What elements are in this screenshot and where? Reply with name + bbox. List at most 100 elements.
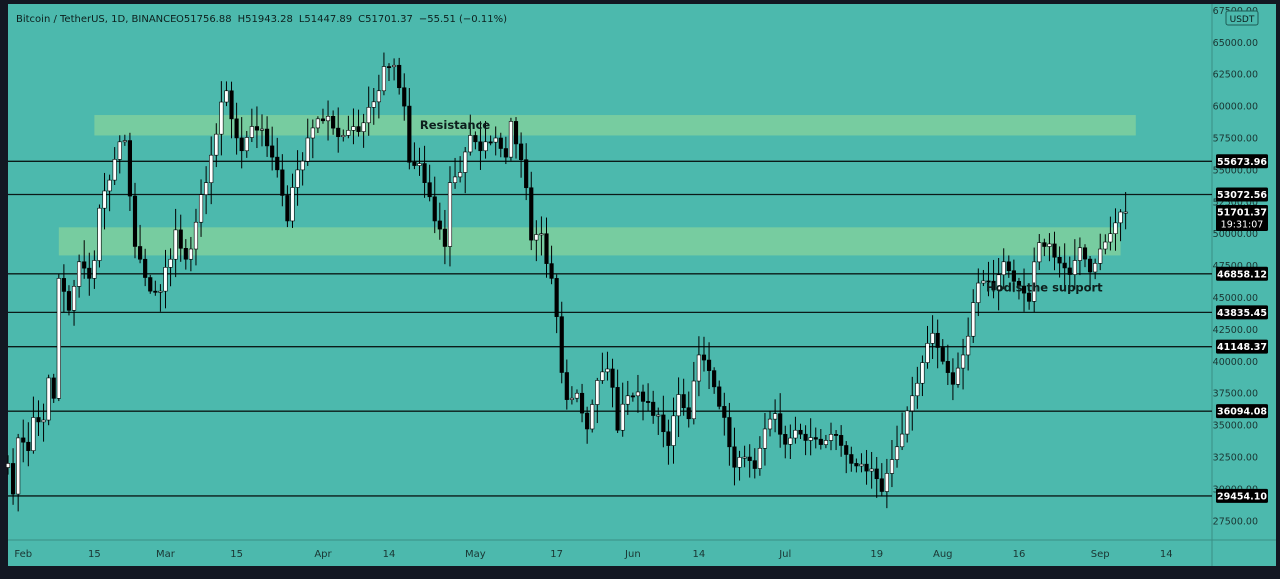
candle-up[interactable] xyxy=(900,412,905,451)
candle-down[interactable] xyxy=(874,456,879,498)
candle-down[interactable] xyxy=(229,81,234,139)
candle-up[interactable] xyxy=(910,376,915,431)
candle-down[interactable] xyxy=(51,373,56,403)
candle-down[interactable] xyxy=(747,444,752,478)
candle-down[interactable] xyxy=(727,402,732,466)
candle-up[interactable] xyxy=(458,156,463,183)
candle-down[interactable] xyxy=(265,116,270,157)
candle-down[interactable] xyxy=(640,384,646,421)
candle-up[interactable] xyxy=(341,129,346,142)
candle-up[interactable] xyxy=(468,114,473,156)
candle-up[interactable] xyxy=(884,458,889,509)
candle-up[interactable] xyxy=(417,147,422,176)
candle-up[interactable] xyxy=(351,108,356,145)
candle-up[interactable] xyxy=(574,389,580,403)
candle-down[interactable] xyxy=(127,132,133,211)
candle-up[interactable] xyxy=(346,115,351,139)
candle-up[interactable] xyxy=(971,289,976,343)
candle-down[interactable] xyxy=(646,383,651,411)
candle-down[interactable] xyxy=(488,135,493,146)
candle-up[interactable] xyxy=(493,126,498,156)
candle-up[interactable] xyxy=(508,117,514,161)
candle-up[interactable] xyxy=(325,100,331,141)
candle-down[interactable] xyxy=(1027,288,1032,310)
candle-up[interactable] xyxy=(1047,233,1052,262)
candle-down[interactable] xyxy=(666,419,671,465)
candle-down[interactable] xyxy=(275,137,280,178)
candle-up[interactable] xyxy=(859,453,864,473)
candle-up[interactable] xyxy=(869,451,874,489)
candle-down[interactable] xyxy=(132,182,138,259)
candle-down[interactable] xyxy=(864,449,869,485)
candle-down[interactable] xyxy=(143,248,148,287)
candle-up[interactable] xyxy=(773,399,778,433)
candle-down[interactable] xyxy=(331,110,336,135)
candle-up[interactable] xyxy=(315,116,320,134)
candle-down[interactable] xyxy=(854,458,859,473)
candle-up[interactable] xyxy=(762,412,768,466)
candle-up[interactable] xyxy=(1098,233,1103,271)
candle-up[interactable] xyxy=(1108,216,1113,251)
candle-down[interactable] xyxy=(778,393,783,448)
candle-down[interactable] xyxy=(320,108,326,124)
candle-down[interactable] xyxy=(270,126,275,171)
candle-up[interactable] xyxy=(823,434,828,449)
candle-up[interactable] xyxy=(77,254,82,298)
candle-up[interactable] xyxy=(1077,237,1082,276)
candle-down[interactable] xyxy=(427,164,432,202)
candle-up[interactable] xyxy=(122,134,127,146)
candle-up[interactable] xyxy=(107,174,112,212)
candle-up[interactable] xyxy=(290,173,295,228)
candle-down[interactable] xyxy=(11,448,16,505)
candle-up[interactable] xyxy=(46,374,51,426)
candle-down[interactable] xyxy=(498,132,503,158)
candle-up[interactable] xyxy=(366,86,371,136)
candle-down[interactable] xyxy=(615,369,620,434)
candle-down[interactable] xyxy=(1042,238,1047,257)
candle-up[interactable] xyxy=(788,424,793,460)
candle-down[interactable] xyxy=(87,252,92,296)
candle-up[interactable] xyxy=(696,336,701,397)
candle-down[interactable] xyxy=(61,264,66,313)
candle-down[interactable] xyxy=(554,274,559,334)
candle-down[interactable] xyxy=(153,280,158,296)
candle-up[interactable] xyxy=(361,113,366,148)
candle-up[interactable] xyxy=(600,352,605,384)
candle-up[interactable] xyxy=(102,172,107,230)
candle-up[interactable] xyxy=(117,135,122,174)
candle-down[interactable] xyxy=(879,463,884,497)
candle-down[interactable] xyxy=(986,261,991,297)
candle-up[interactable] xyxy=(31,396,36,454)
candle-up[interactable] xyxy=(966,317,971,371)
candle-down[interactable] xyxy=(722,392,727,436)
candle-up[interactable] xyxy=(894,425,900,468)
candle-down[interactable] xyxy=(148,274,153,294)
candle-up[interactable] xyxy=(996,257,1001,311)
candle-down[interactable] xyxy=(402,73,407,121)
candle-down[interactable] xyxy=(138,224,143,264)
candle-down[interactable] xyxy=(473,131,478,150)
candle-down[interactable] xyxy=(356,109,361,137)
candle-up[interactable] xyxy=(767,410,773,437)
candle-up[interactable] xyxy=(595,377,600,424)
candle-down[interactable] xyxy=(513,117,519,159)
candle-down[interactable] xyxy=(26,422,31,467)
candle-down[interactable] xyxy=(701,336,707,372)
candle-down[interactable] xyxy=(437,202,442,240)
candle-down[interactable] xyxy=(519,132,524,178)
candle-up[interactable] xyxy=(249,108,254,143)
candle-up[interactable] xyxy=(605,351,610,381)
candle-down[interactable] xyxy=(732,427,737,486)
candle-down[interactable] xyxy=(234,102,239,155)
candle-up[interactable] xyxy=(1072,239,1077,290)
candle-up[interactable] xyxy=(930,315,935,359)
currency-badge[interactable]: USDT xyxy=(1225,10,1259,26)
candle-up[interactable] xyxy=(539,216,544,256)
candle-up[interactable] xyxy=(671,397,676,464)
candle-up[interactable] xyxy=(1001,248,1006,290)
candle-up[interactable] xyxy=(173,208,178,278)
candle-down[interactable] xyxy=(1016,277,1022,300)
candle-up[interactable] xyxy=(381,52,387,96)
candle-up[interactable] xyxy=(71,279,77,326)
candle-down[interactable] xyxy=(66,285,72,316)
